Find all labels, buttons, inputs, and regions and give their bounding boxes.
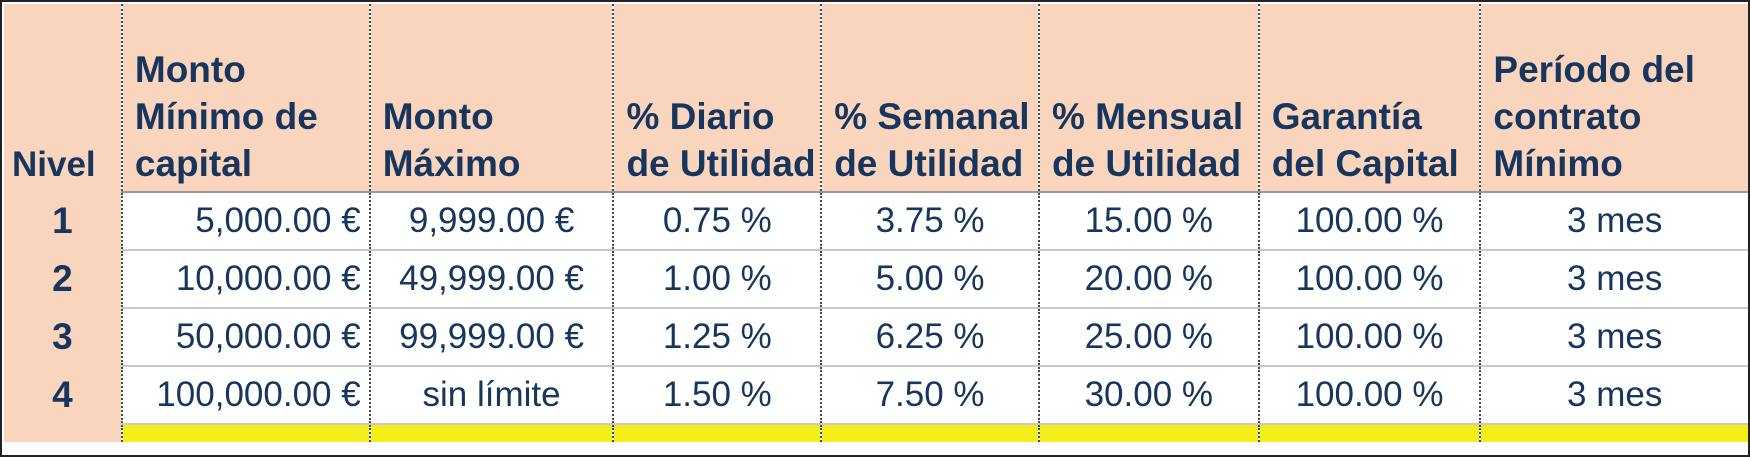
table-row: 1 5,000.00 € 9,999.00 € 0.75 % 3.75 % 15… xyxy=(4,191,1748,250)
empty-cell[interactable] xyxy=(821,423,1040,442)
cell-diario[interactable]: 1.00 % xyxy=(613,249,823,308)
highlighted-empty-row xyxy=(4,423,1748,442)
cell-periodo[interactable]: 3 mes xyxy=(1480,191,1748,250)
cell-diario[interactable]: 1.25 % xyxy=(613,307,823,366)
investment-levels-table: Nivel Monto Mínimo de capital Monto Máxi… xyxy=(4,4,1748,442)
cell-nivel[interactable]: 1 xyxy=(4,192,123,250)
cell-monto-maximo[interactable]: sin límite xyxy=(369,365,615,424)
empty-cell[interactable] xyxy=(1038,423,1260,442)
table-row: 2 10,000.00 € 49,999.00 € 1.00 % 5.00 % … xyxy=(4,249,1748,308)
cell-monto-minimo[interactable]: 50,000.00 € xyxy=(121,307,371,366)
cell-monto-minimo[interactable]: 100,000.00 € xyxy=(121,365,371,424)
cell-nivel[interactable]: 2 xyxy=(4,250,123,308)
header-semanal[interactable]: % Semanal de Utilidad xyxy=(821,4,1040,192)
cell-monto-minimo[interactable]: 5,000.00 € xyxy=(121,191,371,250)
header-monto-minimo[interactable]: Monto Mínimo de capital xyxy=(121,4,371,192)
cell-periodo[interactable]: 3 mes xyxy=(1480,307,1748,366)
cell-mensual[interactable]: 25.00 % xyxy=(1038,307,1260,366)
empty-cell[interactable] xyxy=(121,423,371,442)
cell-periodo[interactable]: 3 mes xyxy=(1480,365,1748,424)
empty-cell[interactable] xyxy=(4,424,123,442)
cell-nivel[interactable]: 4 xyxy=(4,366,123,424)
table-row: 4 100,000.00 € sin límite 1.50 % 7.50 % … xyxy=(4,365,1748,424)
cell-diario[interactable]: 0.75 % xyxy=(613,191,823,250)
cell-monto-maximo[interactable]: 9,999.00 € xyxy=(369,191,615,250)
empty-cell[interactable] xyxy=(1480,423,1748,442)
cell-diario[interactable]: 1.50 % xyxy=(613,365,823,424)
cell-mensual[interactable]: 15.00 % xyxy=(1038,191,1260,250)
cell-monto-maximo[interactable]: 99,999.00 € xyxy=(369,307,615,366)
cell-semanal[interactable]: 6.25 % xyxy=(821,307,1040,366)
empty-cell[interactable] xyxy=(613,423,823,442)
cell-garantia[interactable]: 100.00 % xyxy=(1258,365,1482,424)
header-garantia[interactable]: Garantía del Capital xyxy=(1258,4,1482,192)
header-periodo[interactable]: Período del contrato Mínimo xyxy=(1480,4,1748,192)
cell-semanal[interactable]: 3.75 % xyxy=(821,191,1040,250)
cell-semanal[interactable]: 5.00 % xyxy=(821,249,1040,308)
cell-monto-maximo[interactable]: 49,999.00 € xyxy=(369,249,615,308)
header-mensual[interactable]: % Mensual de Utilidad xyxy=(1038,4,1260,192)
cell-garantia[interactable]: 100.00 % xyxy=(1258,191,1482,250)
header-diario[interactable]: % Diario de Utilidad xyxy=(613,4,823,192)
cell-nivel[interactable]: 3 xyxy=(4,308,123,366)
cell-periodo[interactable]: 3 mes xyxy=(1480,249,1748,308)
cell-garantia[interactable]: 100.00 % xyxy=(1258,307,1482,366)
header-monto-maximo[interactable]: Monto Máximo xyxy=(369,4,615,192)
table-row: 3 50,000.00 € 99,999.00 € 1.25 % 6.25 % … xyxy=(4,307,1748,366)
cell-semanal[interactable]: 7.50 % xyxy=(821,365,1040,424)
cell-mensual[interactable]: 20.00 % xyxy=(1038,249,1260,308)
empty-cell[interactable] xyxy=(369,423,615,442)
header-nivel[interactable]: Nivel xyxy=(4,4,123,192)
cell-garantia[interactable]: 100.00 % xyxy=(1258,249,1482,308)
cell-mensual[interactable]: 30.00 % xyxy=(1038,365,1260,424)
empty-cell[interactable] xyxy=(1258,423,1482,442)
header-row: Nivel Monto Mínimo de capital Monto Máxi… xyxy=(4,4,1748,192)
cell-monto-minimo[interactable]: 10,000.00 € xyxy=(121,249,371,308)
